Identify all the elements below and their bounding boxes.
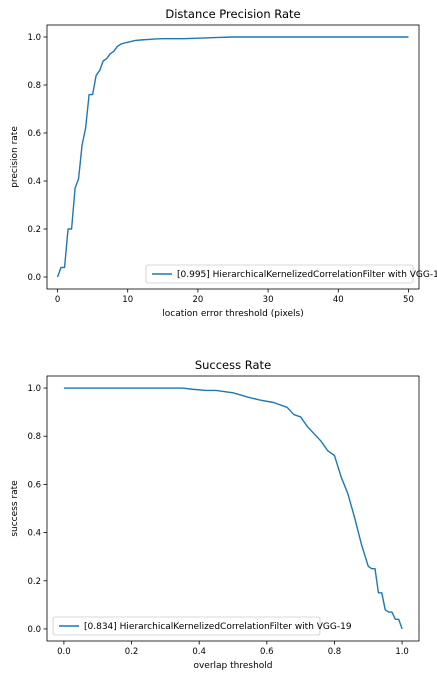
y-tick-label: 0.6: [27, 129, 41, 139]
legend-box: [145, 264, 414, 284]
x-tick-label: 0: [55, 295, 60, 305]
y-tick-label: 0.6: [27, 480, 41, 490]
x-tick-label: 20: [192, 295, 203, 305]
legend-label: [0.834] HierarchicalKernelizedCorrelatio…: [84, 622, 352, 632]
x-tick-label: 50: [403, 295, 414, 305]
y-tick-label: 1.0: [27, 33, 41, 43]
y-tick-label: 0.2: [27, 577, 41, 587]
x-tick-label: 40: [333, 295, 344, 305]
x-tick-label: 0.6: [260, 647, 274, 657]
series-line: [63, 387, 403, 630]
y-axis-label: precision rate: [10, 126, 20, 188]
x-tick-label: 0.0: [57, 647, 71, 657]
y-tick-label: 0.8: [27, 432, 41, 442]
legend-label: [0.995] HierarchicalKernelizedCorrelatio…: [177, 270, 437, 280]
x-tick-label: 0.8: [328, 647, 342, 657]
y-tick-label: 0.0: [27, 273, 41, 283]
x-tick-label: 1.0: [395, 647, 409, 657]
x-tick-label: 30: [263, 295, 274, 305]
chart-title: Success Rate: [195, 358, 271, 372]
y-tick-label: 0.4: [27, 177, 41, 187]
plot-frame: [46, 24, 420, 290]
x-tick-label: 0.4: [192, 647, 206, 657]
chart-1: Distance Precision Rate 0 10 20 30 40 50 0.0 0.2…: [10, 7, 437, 319]
legend: [0.834] HierarchicalKernelizedCorrelatio…: [52, 616, 352, 636]
plot-frame: [46, 375, 420, 642]
series-line: [56, 36, 409, 278]
x-axis-label: location error threshold (pixels): [162, 309, 303, 319]
legend-box: [52, 616, 321, 636]
x-tick-label: 0.2: [125, 647, 139, 657]
chart-title: Distance Precision Rate: [165, 7, 300, 21]
chart-2: Success Rate 0.0 0.2 0.4 0.6 0.8 1.0 0.0 0.2 0.4 0…: [10, 358, 420, 671]
y-tick-label: 0.2: [27, 225, 41, 235]
y-tick-label: 1.0: [27, 384, 41, 394]
x-tick-label: 10: [122, 295, 133, 305]
y-tick-label: 0.0: [27, 625, 41, 635]
y-tick-label: 0.8: [27, 81, 41, 91]
y-axis-label: success rate: [10, 480, 20, 537]
y-tick-label: 0.4: [27, 529, 41, 539]
legend: [0.995] HierarchicalKernelizedCorrelatio…: [145, 264, 437, 284]
x-axis-label: overlap threshold: [193, 661, 272, 671]
